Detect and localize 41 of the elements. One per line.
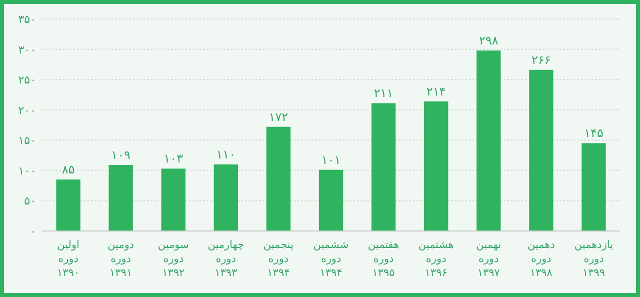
y-tick-label: ۳۰۰ bbox=[18, 43, 36, 56]
data-label: ۱۴۵ bbox=[584, 126, 604, 140]
bar bbox=[371, 103, 396, 231]
y-tick-label: ۱۰۰ bbox=[18, 164, 36, 178]
x-tick-label: هفتمین دوره ۱۳۹۵ bbox=[368, 239, 400, 279]
x-tick-label: اولین دوره ۱۳۹۰ bbox=[56, 239, 80, 279]
x-tick-label: یازدهمین دوره ۱۳۹۹ bbox=[574, 239, 614, 279]
y-tick-label: ۲۵۰ bbox=[18, 74, 36, 87]
x-tick-label: هشتمین دوره ۱۳۹۶ bbox=[418, 239, 454, 279]
y-tick-label: ۱۵۰ bbox=[18, 134, 36, 148]
bar bbox=[529, 70, 554, 231]
data-label: ۱۰۹ bbox=[111, 148, 130, 162]
data-label: ۸۵ bbox=[62, 162, 75, 177]
bar bbox=[476, 50, 501, 231]
x-tick-label: نهمین دوره ۱۳۹۷ bbox=[476, 239, 502, 279]
x-tick-label: دهمین دوره ۱۳۹۸ bbox=[527, 239, 556, 279]
data-label: ۲۱۴ bbox=[426, 84, 446, 98]
bar bbox=[424, 101, 448, 231]
x-tick-label: سومین دوره ۱۳۹۲ bbox=[158, 239, 189, 279]
data-label: ۱۰۳ bbox=[164, 152, 184, 166]
bar bbox=[266, 126, 291, 231]
y-tick-label: ۲۰۰ bbox=[18, 104, 36, 117]
bar bbox=[56, 180, 80, 231]
y-tick-label: ۰ bbox=[30, 225, 36, 238]
data-label: ۱۱۰ bbox=[216, 147, 236, 162]
data-label: ۱۷۲ bbox=[268, 110, 288, 124]
x-tick-label: چهارمین دوره ۱۳۹۳ bbox=[208, 239, 244, 279]
data-label: ۲۹۸ bbox=[478, 33, 499, 48]
x-tick-label: پنجمین دوره ۱۳۹۴ bbox=[263, 239, 294, 279]
x-tick-label: دومین دوره ۱۳۹۱ bbox=[108, 239, 134, 279]
y-tick-label: ۵۰ bbox=[24, 194, 36, 208]
x-tick-label: ششمین دوره ۱۳۹۴ bbox=[313, 239, 349, 279]
bar bbox=[161, 168, 186, 231]
data-label: ۲۱۱ bbox=[374, 86, 394, 100]
bar bbox=[108, 164, 133, 231]
y-tick-label: ۳۵۰ bbox=[18, 13, 36, 26]
bar bbox=[318, 170, 344, 231]
data-label: ۲۶۶ bbox=[532, 52, 551, 67]
data-label: ۱۰۱ bbox=[321, 152, 341, 167]
bar bbox=[582, 143, 606, 231]
bar bbox=[214, 164, 238, 231]
